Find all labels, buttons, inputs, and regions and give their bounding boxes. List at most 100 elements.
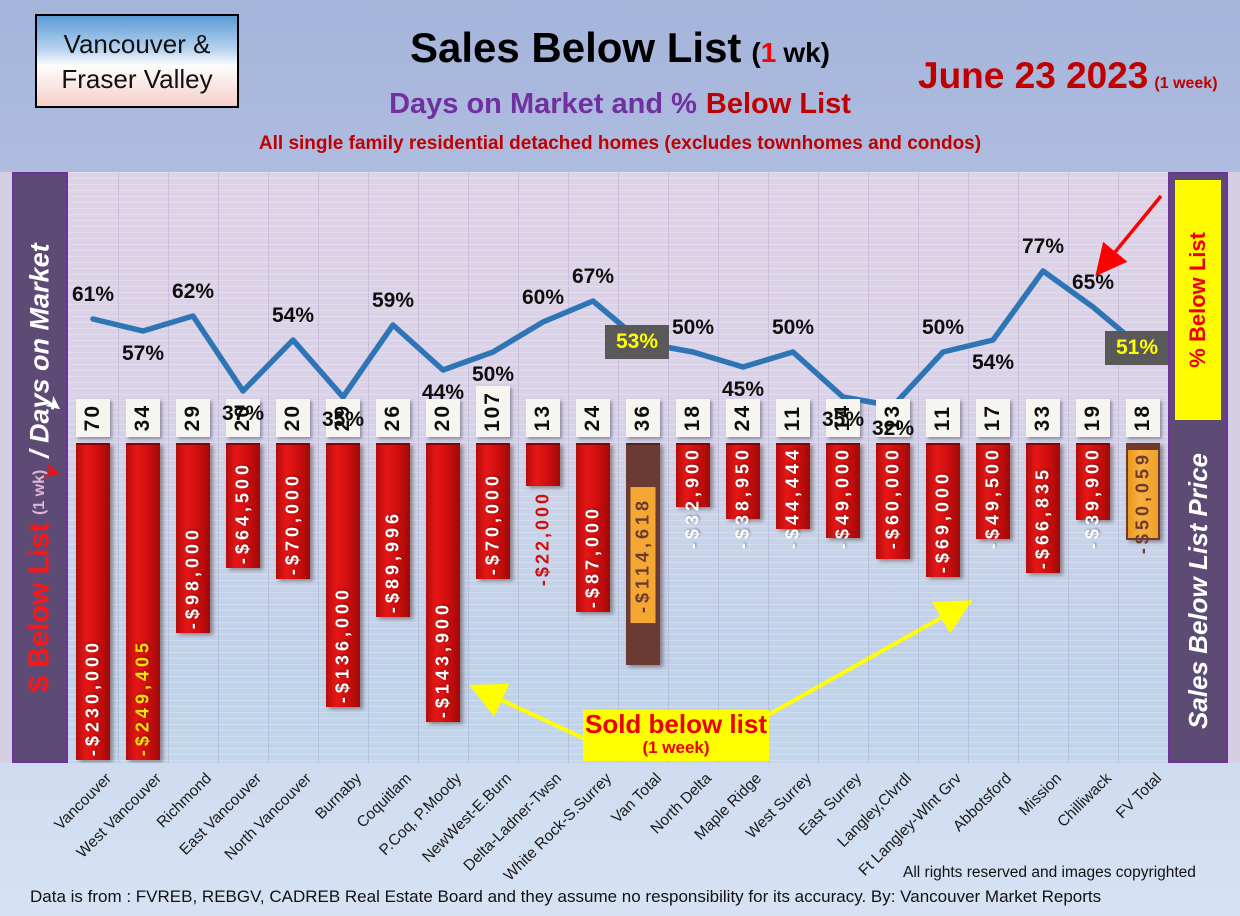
pct-below-list-line: [90, 268, 1146, 409]
days-on-market-value: 18: [1131, 404, 1154, 432]
bar-value-label: -$64,500: [232, 460, 253, 564]
days-on-market-label: 18: [1126, 399, 1160, 437]
bar-coquitlam: -$89,996: [376, 443, 410, 617]
gridline: [418, 172, 419, 763]
gridline: [918, 172, 919, 763]
callout-arrow-left: [469, 683, 584, 740]
page-title: Sales Below List (1 wk): [0, 24, 1240, 72]
gridline: [668, 172, 669, 763]
days-on-market-label: 33: [1026, 399, 1060, 437]
gridline: [218, 172, 219, 763]
pct-label: 50%: [771, 316, 815, 339]
pct-label: 59%: [371, 289, 415, 312]
bar-value-label: -$32,900: [682, 446, 703, 550]
days-on-market-label: 19: [1076, 399, 1110, 437]
pct-label: 32%: [871, 417, 915, 440]
pct-label: 50%: [471, 363, 515, 386]
right-axis-label: Sales Below List Price: [1182, 452, 1213, 729]
days-on-market-value: 34: [131, 404, 154, 432]
bar-value-label: -$70,000: [482, 471, 503, 575]
gridline: [818, 172, 819, 763]
bar-value-label: -$69,000: [932, 469, 953, 573]
pct-label: 35%: [821, 408, 865, 431]
bar-value-label: -$60,000: [882, 446, 903, 550]
gridline: [968, 172, 969, 763]
bar-newwest-e-burn: -$70,000: [476, 443, 510, 579]
bar-west-surrey: -$44,444: [776, 443, 810, 549]
bar-ft-langley-wlnt-grv: -$69,000: [926, 443, 960, 577]
days-on-market-label: 13: [526, 399, 560, 437]
bar-p-coq-p-moody: -$143,900: [426, 443, 460, 722]
gridline: [868, 172, 869, 763]
pct-label: 62%: [171, 280, 215, 303]
days-on-market-label: 20: [276, 399, 310, 437]
right-axis-bar: % Below List Sales Below List Price: [1168, 172, 1228, 763]
days-on-market-value: 11: [931, 404, 954, 432]
region-box: Vancouver & Fraser Valley: [35, 14, 239, 108]
days-on-market-value: 29: [181, 404, 204, 432]
pct-label: 65%: [1071, 271, 1115, 294]
left-axis-days-label: / Days on Market: [24, 242, 55, 458]
days-on-market-value: 24: [731, 404, 754, 432]
pct-label: 45%: [721, 378, 765, 401]
days-on-market-label: 70: [76, 399, 110, 437]
bar-value-label: -$143,900: [432, 600, 453, 718]
pct-label: 35%: [321, 408, 365, 431]
days-on-market-label: 24: [726, 399, 760, 437]
bar-value-label: -$87,000: [582, 504, 603, 608]
data-source-note: Data is from : FVREB, REBGV, CADREB Real…: [30, 887, 1102, 906]
days-on-market-label: 20: [426, 399, 460, 437]
title-main: Sales Below List: [409, 24, 742, 71]
header: Vancouver & Fraser Valley Sales Below Li…: [0, 0, 1240, 172]
gridline: [1118, 172, 1119, 763]
title-paren: (: [751, 37, 761, 68]
bar-north-delta: -$32,900: [676, 443, 710, 549]
days-on-market-label: 14: [826, 399, 860, 437]
bar-maple-ridge: -$38,950: [726, 443, 760, 549]
bar-value-label: -$98,000: [182, 525, 203, 629]
gridline: [618, 172, 619, 763]
bar-north-vancouver: -$70,000: [276, 443, 310, 579]
days-on-market-value: 33: [1031, 404, 1054, 432]
sold-below-list-callout: Sold below list (1 week): [583, 710, 769, 761]
days-on-market-label: 107: [476, 386, 510, 437]
bar-value-label: -$66,835: [1032, 465, 1053, 569]
pct-axis-arrow: [1095, 194, 1163, 277]
pct-label: 44%: [421, 381, 465, 404]
title-week-number: 1: [760, 37, 777, 68]
gridline: [718, 172, 719, 763]
days-on-market-label: 13: [876, 399, 910, 437]
days-on-market-label: 18: [676, 399, 710, 437]
pct-label: 50%: [671, 316, 715, 339]
pct-label: 57%: [121, 342, 165, 365]
bar-east-surrey: -$49,000: [826, 443, 860, 549]
callout-line2: (1 week): [642, 738, 710, 757]
pct-label: 60%: [521, 286, 565, 309]
days-on-market-value: 17: [981, 404, 1004, 432]
pct-label: 61%: [71, 283, 115, 306]
bar-fv-total: -$50,059: [1126, 443, 1160, 554]
bar-value-label: -$136,000: [332, 585, 353, 703]
days-on-market-label: 36: [626, 399, 660, 437]
tagline: All single family residential detached h…: [258, 133, 982, 154]
days-on-market-value: 70: [81, 404, 104, 432]
chart-plot: -$230,000 70 61% -$249,405 34 57% -$98,000 29 62…: [68, 172, 1168, 763]
pct-total-label: 51%: [1104, 331, 1168, 365]
gridline: [168, 172, 169, 763]
bar-mission: -$66,835: [1026, 443, 1060, 573]
bar-abbotsford: -$49,500: [976, 443, 1010, 549]
days-on-market-value: 20: [431, 404, 454, 432]
chart-overlay: [90, 194, 1163, 740]
gridline: [518, 172, 519, 763]
bar-value-label: -$89,996: [382, 509, 403, 613]
gridline: [368, 172, 369, 763]
bar-value-label: -$38,950: [732, 446, 753, 550]
subtitle-red: Below List: [705, 88, 851, 120]
bottom-strip: [0, 763, 1240, 916]
days-on-market-value: 20: [281, 404, 304, 432]
bar-value-label: -$70,000: [282, 471, 303, 575]
subtitle: Days on Market and % Below List: [0, 88, 1240, 121]
bar-delta-ladner-twsn: [526, 443, 560, 486]
pct-label: 50%: [921, 316, 965, 339]
